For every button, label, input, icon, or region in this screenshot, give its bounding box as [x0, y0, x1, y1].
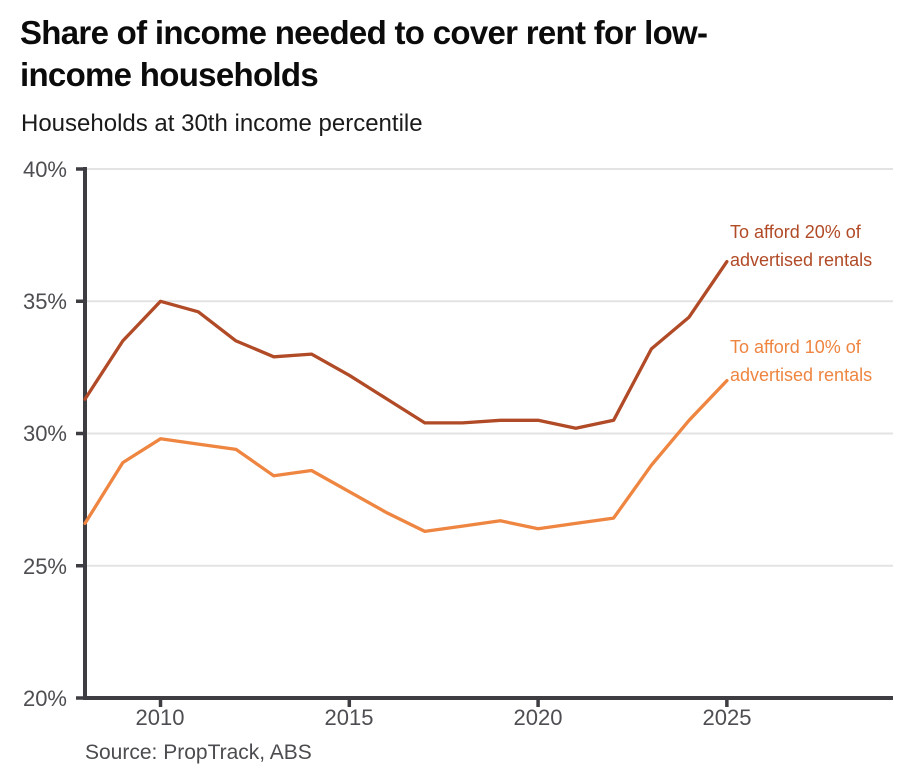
source-note: Source: PropTrack, ABS — [85, 741, 312, 764]
series-label-10pct-line1: To afford 10% of — [730, 337, 861, 357]
y-tick-label-40: 40% — [22, 157, 67, 182]
series-label-10pct-line2: advertised rentals — [730, 365, 873, 385]
y-tick-label-25: 25% — [22, 554, 67, 579]
x-tick-label-2010: 2010 — [135, 705, 185, 730]
series-label-20pct: To afford 20% of advertised rentals — [730, 218, 915, 274]
series-label-10pct: To afford 10% of advertised rentals — [730, 333, 915, 389]
series-label-20pct-line2: advertised rentals — [730, 250, 873, 270]
y-tick-label-30: 30% — [22, 421, 67, 446]
chart-title: Share of income needed to cover rent for… — [20, 14, 708, 93]
chart-subtitle: Households at 30th income percentile — [21, 110, 423, 137]
series-line-20pct — [83, 259, 729, 430]
y-tick-label-35: 35% — [22, 289, 67, 314]
series-label-20pct-line1: To afford 20% of — [730, 222, 861, 242]
series-line-10pct — [83, 378, 729, 534]
y-tick-label-20: 20% — [22, 686, 67, 711]
x-tick-label-2015: 2015 — [324, 705, 374, 730]
x-tick-label-2025: 2025 — [702, 705, 752, 730]
x-tick-label-2020: 2020 — [513, 705, 563, 730]
